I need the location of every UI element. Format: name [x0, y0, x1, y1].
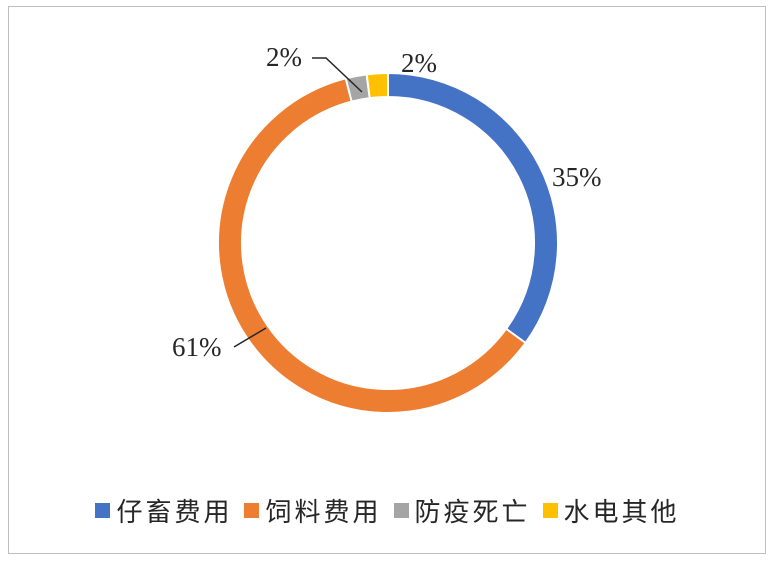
- data-label-epidemic: 2%: [266, 42, 302, 72]
- data-labels: 35% 61% 2% 2%: [172, 42, 602, 362]
- legend-label-feed: 饲料费用: [265, 497, 382, 528]
- donut-slices: [217, 71, 559, 414]
- legend-label-piglet: 仔畜费用: [116, 497, 233, 528]
- legend-item-utilities: 水电其他: [542, 492, 680, 529]
- leader-line-feed: [233, 327, 267, 348]
- data-label-feed: 61%: [172, 332, 222, 362]
- legend-swatch-epidemic: [393, 502, 409, 518]
- legend: 仔畜费用 饲料费用 防疫死亡 水电其他: [0, 492, 775, 528]
- slice-utilities: [365, 71, 389, 100]
- legend-swatch-feed: [244, 502, 260, 518]
- leader-line-epidemic: [312, 57, 363, 93]
- legend-item-epidemic: 防疫死亡: [393, 492, 531, 529]
- legend-item-piglet: 仔畜费用: [95, 492, 232, 529]
- legend-swatch-piglet: [95, 502, 111, 518]
- leader-lines: [233, 57, 363, 348]
- data-label-piglet: 35%: [552, 162, 602, 192]
- legend-item-feed: 饲料费用: [244, 492, 381, 529]
- slice-piglet: [387, 71, 559, 345]
- legend-label-utilities: 水电其他: [563, 497, 680, 528]
- data-label-utilities: 2%: [401, 48, 437, 78]
- legend-swatch-utilities: [542, 502, 558, 518]
- legend-label-epidemic: 防疫死亡: [414, 497, 531, 528]
